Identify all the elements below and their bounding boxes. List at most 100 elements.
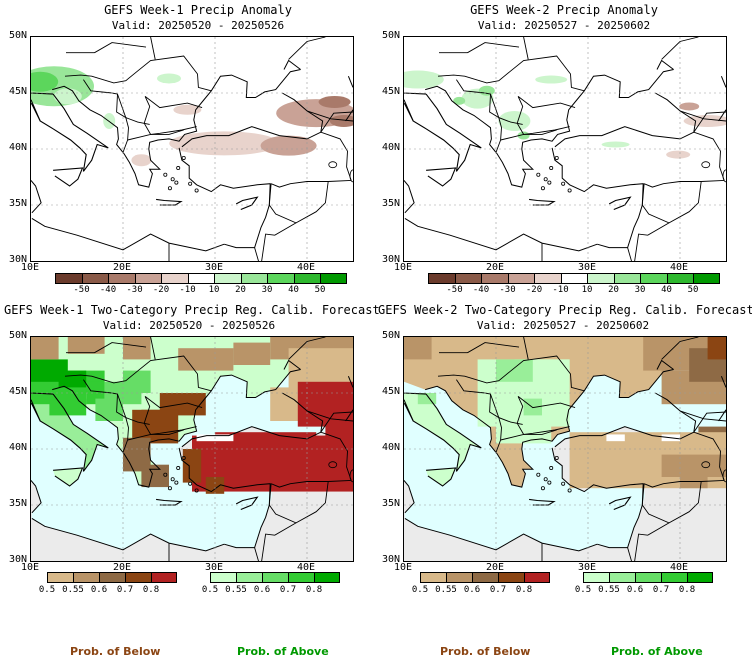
prob-tick-label: 0.7	[116, 585, 134, 595]
prob-tick-label: 0.6	[253, 585, 271, 595]
lat-label: 45N	[8, 386, 27, 397]
colorbar-swatch	[661, 572, 687, 583]
anomaly-tick-label: -20	[152, 285, 170, 295]
colorbar-swatch	[481, 273, 508, 284]
colorbar-swatch	[609, 572, 635, 583]
lat-label: 45N	[381, 86, 400, 97]
colorbar-swatch	[262, 572, 288, 583]
lon-label: 30E	[204, 562, 224, 573]
colorbar-swatch	[151, 572, 177, 583]
anomaly-tick-label: -10	[179, 285, 196, 295]
lon-label: 20E	[112, 262, 132, 273]
colorbar-swatch	[320, 273, 347, 284]
prob-tick-label: 0.55	[225, 585, 247, 595]
prob-tick-label: 0.5	[38, 585, 56, 595]
prob-tick-label: 0.5	[411, 585, 429, 595]
colorbar-swatch	[99, 572, 125, 583]
prob-tick-label: 0.55	[598, 585, 620, 595]
prob-tick-label: 0.8	[515, 585, 533, 595]
colorbar-swatch	[534, 273, 561, 284]
colorbar-swatch	[507, 273, 534, 284]
lat-label: 35N	[381, 498, 400, 509]
panel-title: GEFS Week-1 Precip Anomaly	[104, 3, 292, 17]
colorbar-swatch	[687, 572, 713, 583]
anomaly-tick-label: 10	[581, 285, 593, 295]
lat-label: 30N	[381, 254, 400, 265]
panel-title: GEFS Week-1 Two-Category Precip Reg. Cal…	[4, 303, 380, 317]
anomaly-tick-label: 40	[661, 285, 672, 295]
lon-label: 30E	[204, 262, 224, 273]
anomaly-tick-label: -50	[446, 285, 463, 295]
anomaly-tick-label: -20	[525, 285, 543, 295]
prob-tick-label: 0.6	[463, 585, 481, 595]
colorbar-swatch	[314, 572, 340, 583]
colorbar-swatch	[288, 572, 314, 583]
colorbar-swatch	[240, 273, 267, 284]
colorbar-swatch	[635, 572, 661, 583]
anomaly-tick-label: -40	[99, 285, 117, 295]
colorbar-swatch	[420, 572, 446, 583]
colorbar-swatch	[640, 273, 667, 284]
colorbar-swatch	[187, 273, 214, 284]
colorbar-swatch	[560, 273, 587, 284]
anomaly-tick-label: 20	[235, 285, 246, 295]
colorbar-swatch	[125, 572, 151, 583]
lat-label: 50N	[8, 30, 27, 41]
colorbar-swatch	[446, 572, 472, 583]
anomaly-tick-label: -10	[552, 285, 569, 295]
lat-label: 40N	[381, 442, 400, 453]
colorbar-swatch	[214, 273, 241, 284]
lon-label: 10E	[393, 262, 413, 273]
colorbar-swatch	[293, 273, 320, 284]
prob-tick-label: 0.6	[90, 585, 108, 595]
below-colorbar-week2	[420, 572, 550, 583]
footer-above-label: Prob. of Above	[237, 645, 329, 658]
lon-label: 40E	[296, 562, 316, 573]
colorbar-swatch	[210, 572, 236, 583]
colorbar-swatch	[81, 273, 108, 284]
panel-title: GEFS Week-2 Precip Anomaly	[470, 3, 658, 17]
prob-tick-label: 0.55	[435, 585, 457, 595]
footer-below-label: Prob. of Below	[70, 645, 161, 658]
prob-tick-label: 0.5	[574, 585, 592, 595]
colorbar-swatch	[693, 273, 720, 284]
colorbar-swatch	[428, 273, 455, 284]
colorbar-swatch	[613, 273, 640, 284]
anomaly-colorbar-week2	[428, 273, 720, 284]
anomaly-tick-label: 30	[634, 285, 646, 295]
lon-label: 30E	[577, 262, 597, 273]
lat-label: 30N	[8, 554, 27, 565]
footer-above-label: Prob. of Above	[611, 645, 703, 658]
lon-label: 20E	[485, 262, 505, 273]
above-colorbar-week1	[210, 572, 340, 583]
panel-valid: Valid: 20250527 - 20250602	[477, 19, 651, 32]
anomaly-tick-label: 40	[288, 285, 299, 295]
map-week1-prob	[30, 336, 354, 562]
colorbar-swatch	[524, 572, 550, 583]
prob-tick-label: 0.8	[678, 585, 696, 595]
lat-label: 50N	[381, 330, 400, 341]
prob-tick-label: 0.8	[305, 585, 323, 595]
prob-tick-label: 0.6	[626, 585, 644, 595]
colorbar-swatch	[108, 273, 135, 284]
lat-label: 30N	[8, 254, 27, 265]
colorbar-swatch	[666, 273, 693, 284]
lon-label: 10E	[20, 562, 40, 573]
lat-label: 40N	[8, 442, 27, 453]
colorbar-swatch	[498, 572, 524, 583]
above-colorbar-week2	[583, 572, 713, 583]
colorbar-swatch	[583, 572, 609, 583]
panel-title: GEFS Week-2 Two-Category Precip Reg. Cal…	[378, 303, 752, 317]
lon-label: 40E	[669, 562, 689, 573]
lat-label: 45N	[8, 86, 27, 97]
lon-label: 10E	[20, 262, 40, 273]
prob-tick-label: 0.55	[62, 585, 84, 595]
lat-label: 40N	[381, 142, 400, 153]
lat-label: 35N	[381, 198, 400, 209]
lon-label: 10E	[393, 562, 413, 573]
panel-valid: Valid: 20250520 - 20250526	[102, 319, 276, 332]
anomaly-tick-label: -40	[472, 285, 490, 295]
panel-valid: Valid: 20250520 - 20250526	[111, 19, 285, 32]
anomaly-tick-label: 50	[314, 285, 326, 295]
panel-valid: Valid: 20250527 - 20250602	[476, 319, 650, 332]
